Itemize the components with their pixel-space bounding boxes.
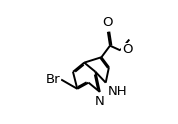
Text: O: O xyxy=(103,16,113,29)
Text: NH: NH xyxy=(108,85,127,98)
Text: Br: Br xyxy=(46,73,61,86)
Text: O: O xyxy=(122,43,132,56)
Text: N: N xyxy=(95,95,105,108)
